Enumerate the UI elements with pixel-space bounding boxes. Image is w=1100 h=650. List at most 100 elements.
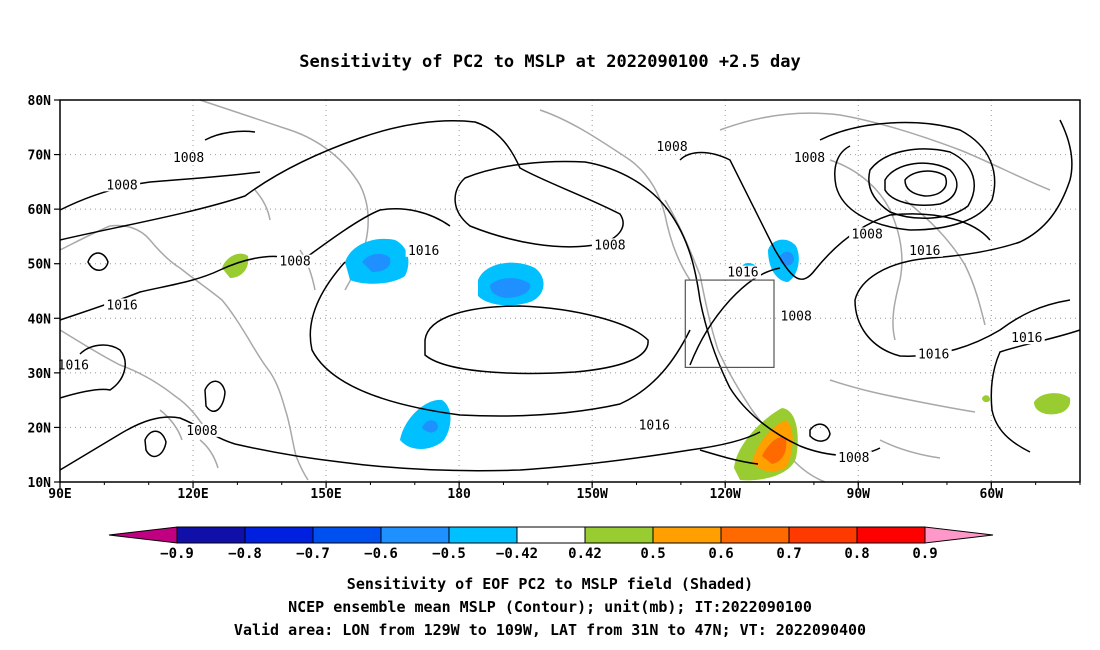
coastlines — [59, 99, 1051, 483]
contour-label-bg — [849, 227, 886, 241]
map-frame — [59, 99, 1081, 483]
shade-pos-blob-atlantic-small — [982, 395, 990, 403]
contour-label: 1008 — [594, 238, 625, 253]
colorbar-label: −0.8 — [228, 546, 262, 562]
contour-line — [59, 344, 126, 399]
contour-label-bg — [835, 451, 872, 465]
contour-line — [854, 119, 1073, 357]
contour-line — [204, 130, 256, 141]
lat-axis: 10N 20N 30N 40N 50N 60N 70N 80N — [28, 94, 60, 491]
footer-line-2: NCEP ensemble mean MSLP (Contour); unit(… — [288, 598, 812, 616]
valid-area-box — [684, 279, 775, 369]
colorbar-label: 0.42 — [568, 546, 602, 562]
colorbar-label: 0.7 — [776, 546, 801, 562]
mslp-contours — [59, 119, 1081, 472]
lat-tick-label: 50N — [28, 258, 52, 273]
colorbar-extend-low — [108, 526, 178, 544]
contour-label: 1016 — [408, 244, 439, 259]
shade-neg-blob-subtropical-core — [422, 420, 438, 433]
colorbar-label: −0.9 — [160, 546, 194, 562]
contour-label-bg — [405, 243, 442, 257]
contour-line — [679, 151, 991, 280]
footer-line-3: Valid area: LON from 129W to 109W, LAT f… — [234, 621, 866, 639]
colorbar-label: 0.9 — [912, 546, 937, 562]
contour-label-bg — [654, 140, 690, 154]
contour-label: 1008 — [794, 151, 825, 166]
colorbar: −0.9 −0.8 −0.7 −0.6 −0.5 −0.42 0.42 0.5 0.6 0.7 0.… — [108, 526, 994, 562]
colorbar-swatch — [312, 526, 382, 544]
colorbar-label: −0.7 — [296, 546, 330, 562]
contour-label-bg — [104, 298, 141, 312]
figure-title: Sensitivity of PC2 to MSLP at 2022090100… — [299, 52, 801, 72]
contour-label-bg — [55, 358, 92, 372]
colorbar-label: 0.6 — [708, 546, 733, 562]
contour-label-bg — [104, 178, 141, 192]
contour-line — [990, 329, 1081, 453]
colorbar-swatch — [720, 526, 790, 544]
contour-line — [819, 121, 996, 231]
gridlines — [60, 100, 1080, 482]
contour-label: 1016 — [106, 298, 137, 313]
contour-label-bg — [915, 347, 952, 361]
shaded-sensitivity — [222, 238, 1071, 481]
lon-axis: 90E 120E 150E 180 150W 120W 90W 60W — [48, 482, 1081, 502]
contour-label: 1016 — [58, 358, 89, 373]
contour-line — [144, 430, 167, 458]
contour-line — [904, 170, 947, 197]
contour-label-bg — [636, 418, 673, 432]
colorbar-swatch — [448, 526, 518, 544]
contour-label-bg — [906, 243, 943, 257]
contour-label: 1016 — [727, 266, 758, 281]
contour-line — [59, 416, 761, 472]
contour-line — [424, 305, 649, 375]
lat-tick-label: 40N — [28, 312, 52, 327]
colorbar-swatch — [584, 526, 654, 544]
shade-neg-blob-nw-pacific-core — [362, 253, 391, 272]
colorbar-label: 0.8 — [844, 546, 869, 562]
lon-tick-label: 150E — [310, 487, 341, 502]
contour-line — [59, 171, 261, 211]
contour-label-bg — [724, 265, 761, 279]
colorbar-swatch — [856, 526, 926, 544]
shade-pos-blob-atlantic — [1034, 393, 1071, 415]
contour-line — [309, 261, 691, 417]
colorbar-extend-high — [924, 526, 994, 544]
colorbar-label: −0.5 — [432, 546, 466, 562]
contour-label: 1008 — [279, 255, 310, 270]
lon-tick-label: 120W — [710, 487, 741, 502]
colorbar-label: 0.5 — [640, 546, 665, 562]
lon-tick-label: 60W — [980, 487, 1004, 502]
contour-label: 1008 — [851, 227, 882, 242]
contour-line — [59, 208, 451, 321]
colorbar-swatch — [516, 526, 586, 544]
contour-line — [868, 148, 975, 219]
lat-tick-label: 80N — [28, 94, 52, 109]
contour-label: 1008 — [656, 140, 687, 155]
shade-neg-blob-central-pacific-core — [490, 278, 531, 298]
contour-label: 1008 — [173, 151, 204, 166]
contour-label-bg — [170, 151, 207, 165]
colorbar-label: −0.42 — [496, 546, 538, 562]
colorbar-swatch — [380, 526, 450, 544]
contour-line — [809, 423, 831, 442]
shade-pos-blob-asia — [222, 253, 249, 278]
contour-label: 1008 — [838, 451, 869, 466]
contour-label: 1008 — [106, 178, 137, 193]
lat-tick-label: 70N — [28, 149, 52, 164]
contour-label: 1008 — [781, 309, 812, 324]
contour-line — [87, 252, 109, 271]
contour-label-bg — [1008, 331, 1045, 345]
contour-line — [884, 162, 958, 206]
lon-tick-label: 120E — [177, 487, 208, 502]
lon-tick-label: 150W — [577, 487, 608, 502]
contour-line — [699, 449, 759, 465]
contour-label: 1016 — [1011, 331, 1042, 346]
colorbar-swatch — [244, 526, 314, 544]
colorbar-swatch — [176, 526, 246, 544]
contour-label-bg — [183, 423, 220, 437]
contour-label: 1016 — [918, 347, 949, 362]
contour-label-bg — [277, 254, 314, 268]
lon-tick-label: 90W — [847, 487, 871, 502]
contour-label-bg — [591, 238, 628, 252]
contour-label-bg — [791, 151, 828, 165]
